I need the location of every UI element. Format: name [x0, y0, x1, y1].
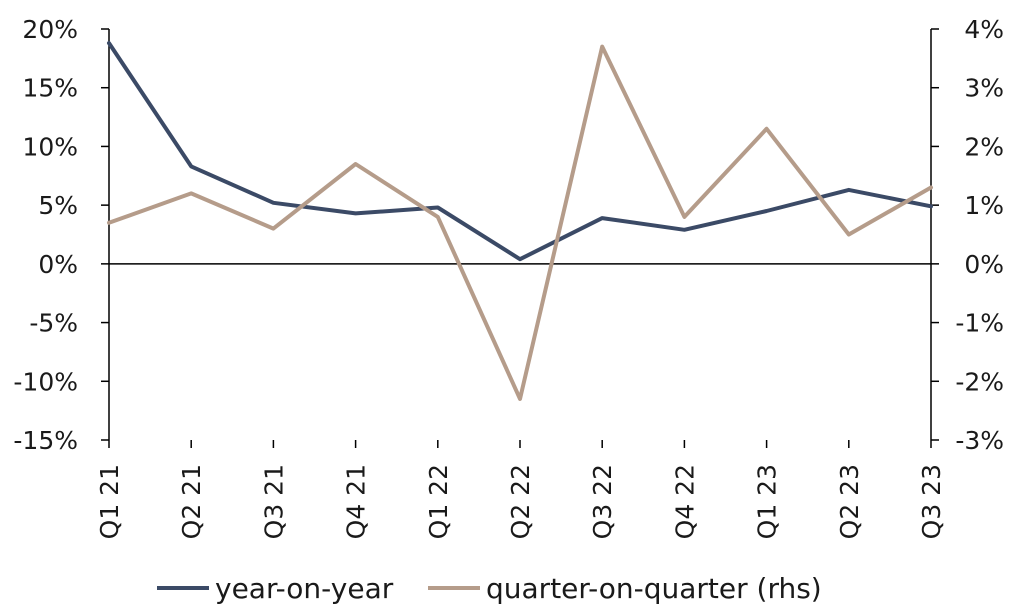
x-tick-label: Q3 21 [259, 464, 288, 539]
series-line-quarter-on-quarter [107, 44, 933, 401]
x-tick-label: Q2 21 [177, 464, 206, 539]
x-axis-ticks: Q1 21 Q2 21 Q3 21 Q4 21 Q1 22 Q2 22 Q3 22 Q4 22… [95, 440, 946, 539]
legend-label: quarter-on-quarter (rhs) [486, 572, 822, 605]
left-tick-label: -10% [13, 367, 78, 396]
axes [108, 29, 932, 440]
right-tick-label: -3% [955, 426, 1004, 455]
right-tick-label: 1% [964, 191, 1004, 220]
left-tick-label: 5% [38, 191, 78, 220]
left-tick-label: -5% [29, 309, 78, 338]
left-tick-label: 10% [22, 132, 78, 161]
left-tick-label: 20% [22, 15, 78, 44]
right-tick-label: 0% [964, 250, 1004, 279]
right-axis-ticks: 4% 3% 2% 1% 0% -1% -2% -3% [931, 15, 1004, 455]
right-tick-label: -1% [955, 309, 1004, 338]
x-tick-label: Q3 23 [917, 464, 946, 539]
right-tick-label: -2% [955, 367, 1004, 396]
x-tick-label: Q1 23 [753, 464, 782, 539]
x-tick-label: Q4 22 [670, 464, 699, 539]
x-tick-label: Q2 23 [835, 464, 864, 539]
legend-label: year-on-year [215, 572, 394, 605]
x-tick-label: Q3 22 [588, 464, 617, 539]
x-tick-label: Q2 22 [506, 464, 535, 539]
right-tick-label: 3% [964, 74, 1004, 103]
legend: year-on-year quarter-on-quarter (rhs) [157, 572, 822, 605]
right-tick-label: 2% [964, 132, 1004, 161]
series-line-year-on-year [107, 41, 933, 262]
left-tick-label: 15% [22, 74, 78, 103]
left-axis-ticks: 20% 15% 10% 5% 0% -5% -10% -15% [13, 15, 109, 455]
left-tick-label: 0% [38, 250, 78, 279]
right-tick-label: 4% [964, 15, 1004, 44]
series-lines [107, 41, 933, 401]
x-tick-label: Q1 21 [95, 464, 124, 539]
x-tick-label: Q4 21 [342, 464, 371, 539]
x-tick-label: Q1 22 [424, 464, 453, 539]
left-tick-label: -15% [13, 426, 78, 455]
